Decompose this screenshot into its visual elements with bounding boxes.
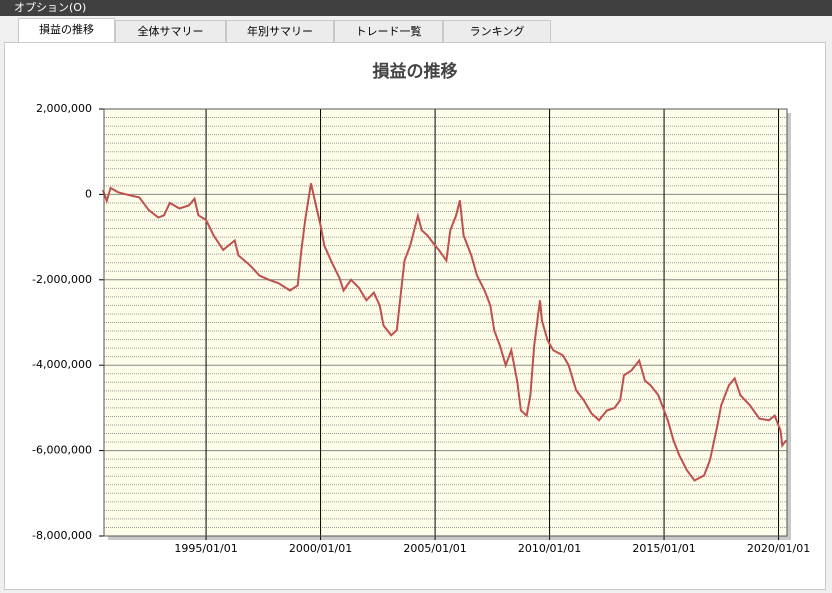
- tab[interactable]: 年別サマリー: [226, 20, 334, 42]
- y-tick-label: -6,000,000: [32, 444, 92, 457]
- y-tick-label: -8,000,000: [32, 529, 92, 542]
- tab[interactable]: 損益の推移: [18, 18, 115, 42]
- y-tick-label: -4,000,000: [32, 358, 92, 371]
- tab-bar: 損益の推移 全体サマリー 年別サマリー トレード一覧 ランキング: [18, 18, 551, 43]
- menu-item[interactable]: オプション(O): [0, 0, 832, 16]
- tab[interactable]: 全体サマリー: [115, 20, 226, 42]
- y-tick-label: 2,000,000: [36, 102, 92, 115]
- y-tick-label: 0: [85, 187, 92, 200]
- y-tick-label: -2,000,000: [32, 273, 92, 286]
- x-tick-label: 2000/01/01: [289, 542, 352, 555]
- x-tick-label: 2010/01/01: [518, 542, 581, 555]
- tab[interactable]: トレード一覧: [334, 20, 443, 42]
- x-tick-label: 2015/01/01: [632, 542, 695, 555]
- x-tick-label: 1995/01/01: [174, 542, 237, 555]
- x-tick-label: 2005/01/01: [403, 542, 466, 555]
- line-series: [101, 183, 787, 482]
- x-tick-label: 2020/01/01: [747, 542, 810, 555]
- tab[interactable]: ランキング: [443, 20, 551, 42]
- plot-border: [103, 108, 788, 537]
- chart-title: 損益の推移: [373, 61, 458, 82]
